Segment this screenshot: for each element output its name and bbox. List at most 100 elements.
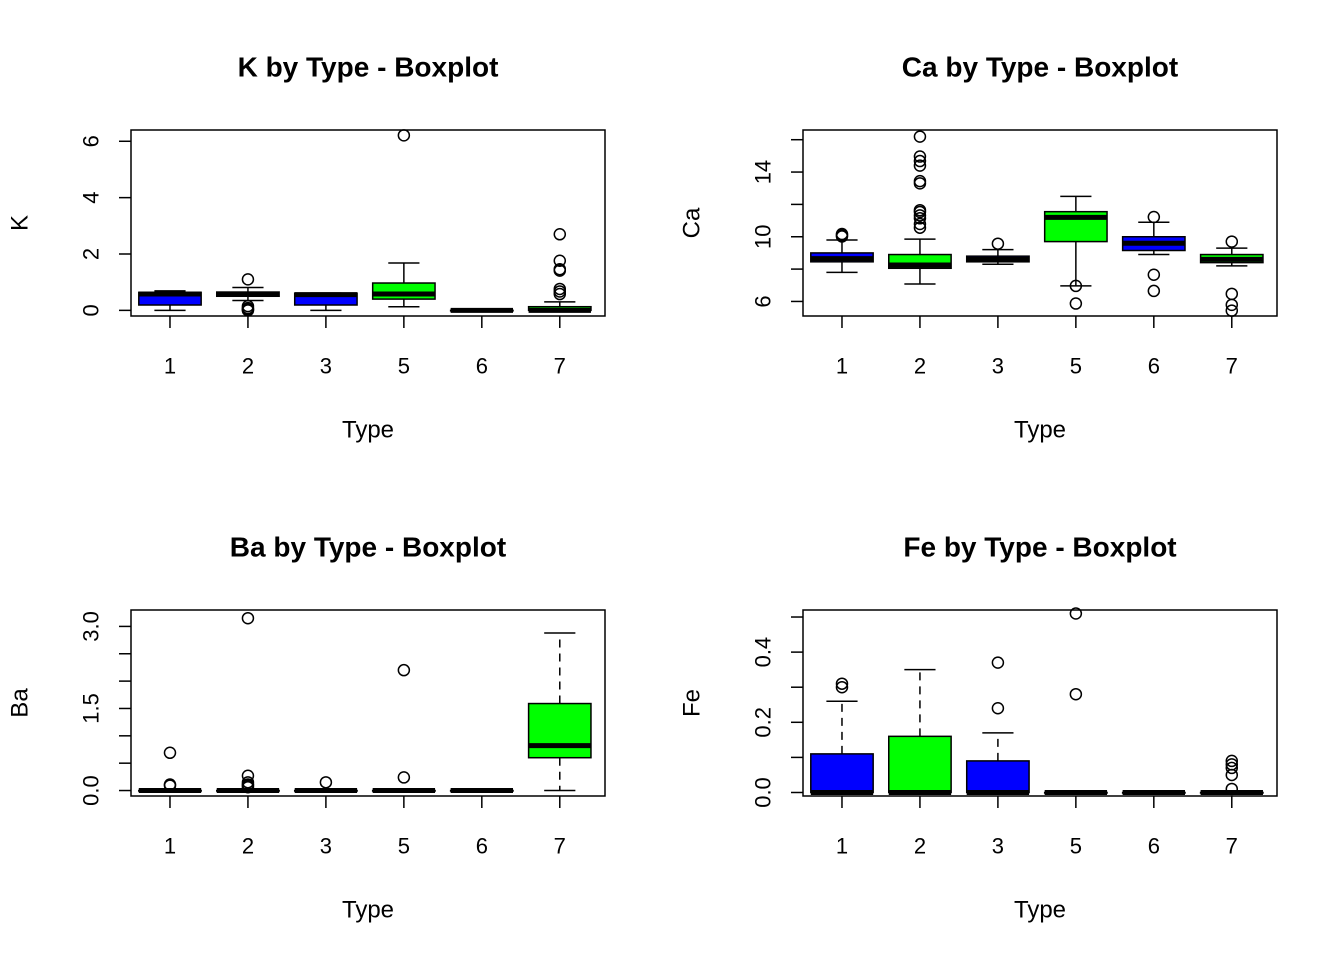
box-type-3: 3 — [965, 237, 1030, 379]
box-type-7: 7 — [527, 228, 592, 379]
box-type-6: 6 — [1121, 789, 1186, 859]
y-tick-label: 6 — [79, 135, 104, 147]
outlier-point — [835, 680, 849, 694]
outlier-point — [913, 205, 927, 219]
box-type-7: 7 — [527, 632, 592, 859]
y-axis-label: Ba — [7, 688, 34, 718]
plot-frame — [802, 129, 1278, 317]
box-type-6: 6 — [1121, 210, 1186, 379]
plot-frame — [130, 129, 606, 317]
x-tick-label: 7 — [1226, 834, 1238, 859]
x-tick-label: 1 — [836, 354, 848, 379]
outlier-point — [397, 663, 411, 677]
box-type-3: 3 — [293, 776, 358, 859]
y-axis-label: K — [7, 215, 34, 231]
outlier-point — [1069, 297, 1083, 310]
outlier-point — [1225, 754, 1239, 768]
box-type-2: 2 — [888, 668, 952, 859]
y-tick-label: 4 — [79, 192, 104, 204]
y-tick-label: 3.0 — [79, 611, 104, 642]
y-tick-label: 6 — [751, 295, 776, 307]
outlier-point — [1147, 268, 1161, 282]
x-tick-label: 7 — [554, 354, 566, 379]
outlier-point — [913, 159, 927, 172]
iqr-box — [965, 760, 1030, 794]
x-tick-label: 2 — [914, 834, 926, 859]
outlier-point — [163, 779, 177, 792]
outlier-point — [1225, 235, 1239, 248]
x-tick-label: 7 — [1226, 354, 1238, 379]
x-tick-label: 2 — [914, 354, 926, 379]
chart-panel-4: Fe by Type - Boxplot 0.0 0.2 0.4 Fe Type 1 2 3 5 6… — [679, 532, 1278, 924]
outlier-point — [1147, 284, 1161, 298]
x-axis-label: Type — [342, 897, 394, 924]
x-tick-label: 6 — [1148, 354, 1160, 379]
x-tick-label: 3 — [320, 834, 332, 859]
outlier-point — [991, 237, 1005, 250]
x-tick-label: 1 — [164, 354, 176, 379]
box-type-5: 5 — [371, 129, 436, 379]
plot-frame — [130, 609, 606, 797]
x-tick-label: 2 — [242, 354, 254, 379]
chart-title: Ca by Type - Boxplot — [902, 52, 1178, 83]
outlier-point — [553, 228, 567, 241]
outlier-point — [553, 254, 567, 268]
outlier-point — [553, 287, 567, 301]
outlier-point — [913, 130, 927, 143]
iqr-box — [371, 282, 436, 300]
y-tick-label: 10 — [751, 225, 776, 249]
y-tick-label: 0 — [79, 304, 104, 316]
outlier-point — [913, 221, 927, 234]
y-tick-label: 0.0 — [79, 775, 104, 806]
x-tick-label: 1 — [164, 834, 176, 859]
outlier-point — [319, 776, 333, 789]
outlier-point — [553, 264, 567, 277]
chart-title: Ba by Type - Boxplot — [230, 532, 506, 563]
y-tick-label: 0.2 — [751, 707, 776, 738]
x-tick-label: 5 — [398, 354, 410, 379]
outlier-point — [163, 746, 177, 760]
y-tick-label: 2 — [79, 248, 104, 260]
chart-panel-3: Ba by Type - Boxplot 0.0 1.5 3.0 Ba Type 1 2 3 5 6… — [7, 532, 606, 924]
outlier-point — [397, 771, 411, 784]
outlier-point — [1225, 761, 1239, 775]
x-tick-label: 5 — [1070, 834, 1082, 859]
box-type-1: 1 — [138, 290, 202, 379]
outlier-point — [1225, 298, 1239, 312]
outlier-point — [1147, 210, 1161, 224]
x-tick-label: 2 — [242, 834, 254, 859]
box-type-2: 2 — [216, 273, 280, 379]
x-tick-label: 5 — [398, 834, 410, 859]
outlier-point — [913, 217, 927, 231]
outlier-point — [991, 656, 1005, 669]
outlier-point — [1225, 782, 1239, 796]
x-tick-label: 3 — [992, 834, 1004, 859]
outlier-point — [1225, 304, 1239, 317]
box-type-1: 1 — [138, 746, 202, 859]
x-tick-label: 3 — [992, 354, 1004, 379]
x-tick-label: 3 — [320, 354, 332, 379]
iqr-box — [527, 702, 592, 759]
outlier-point — [913, 212, 927, 225]
outlier-point — [1069, 607, 1083, 620]
outlier-point — [553, 285, 567, 298]
outlier-point — [913, 154, 927, 168]
outlier-point — [241, 611, 255, 625]
box-type-3: 3 — [965, 656, 1030, 859]
chart-title: Fe by Type - Boxplot — [903, 532, 1176, 563]
outlier-point — [1069, 687, 1083, 701]
outlier-point — [835, 677, 849, 690]
outlier-point — [397, 129, 411, 142]
outlier-point — [241, 304, 255, 317]
x-axis-label: Type — [1014, 417, 1066, 444]
box-type-3: 3 — [293, 292, 358, 379]
box-type-7: 7 — [1199, 754, 1264, 859]
outlier-point — [1225, 768, 1239, 782]
x-tick-label: 5 — [1070, 354, 1082, 379]
outlier-point — [835, 230, 849, 243]
chart-panel-2: Ca by Type - Boxplot 6 10 14 Ca Type 1 2 3 5 6 7 — [679, 52, 1278, 444]
outlier-point — [1225, 287, 1239, 301]
outlier-point — [991, 702, 1005, 715]
box-type-1: 1 — [810, 227, 874, 379]
